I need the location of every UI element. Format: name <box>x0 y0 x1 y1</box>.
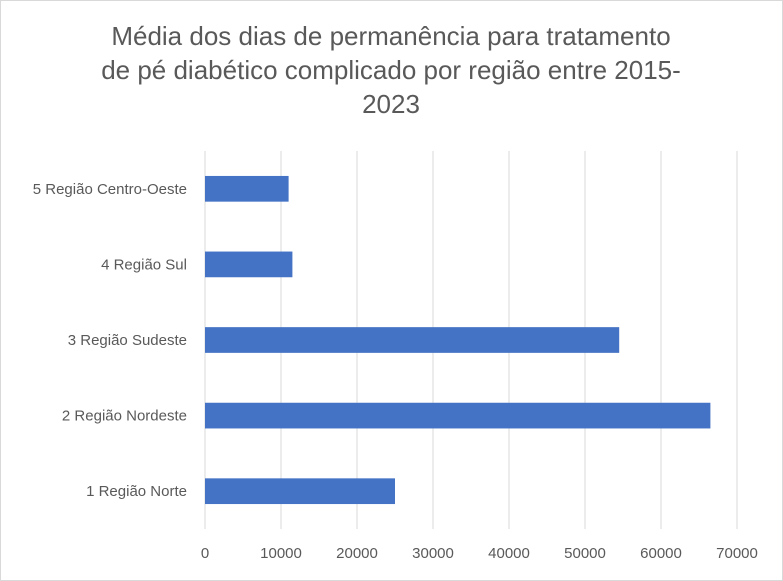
chart-title-line-3: 2023 <box>362 89 420 119</box>
chart-title-line-1: Média dos dias de permanência para trata… <box>111 21 671 51</box>
x-tick-label: 50000 <box>564 545 606 562</box>
chart-title-line-2: de pé diabético complicado por região en… <box>101 55 681 85</box>
category-label: 5 Região Centro-Oeste <box>33 181 187 198</box>
x-tick-label: 40000 <box>488 545 530 562</box>
category-label: 2 Região Nordeste <box>62 408 187 425</box>
category-label: 1 Região Norte <box>86 483 187 500</box>
x-tick-label: 20000 <box>336 545 378 562</box>
x-tick-label: 70000 <box>716 545 758 562</box>
bar <box>205 478 395 505</box>
x-tick-label: 60000 <box>640 545 682 562</box>
category-label: 4 Região Sul <box>101 256 187 273</box>
bar <box>205 402 711 429</box>
category-label: 3 Região Sudeste <box>68 332 187 349</box>
bar <box>205 327 620 353</box>
x-tick-label: 30000 <box>412 545 454 562</box>
bar <box>205 175 289 202</box>
x-tick-label: 0 <box>201 545 209 562</box>
bar <box>205 251 293 278</box>
x-tick-label: 10000 <box>260 545 302 562</box>
chart-title: Média dos dias de permanência para trata… <box>91 19 691 121</box>
